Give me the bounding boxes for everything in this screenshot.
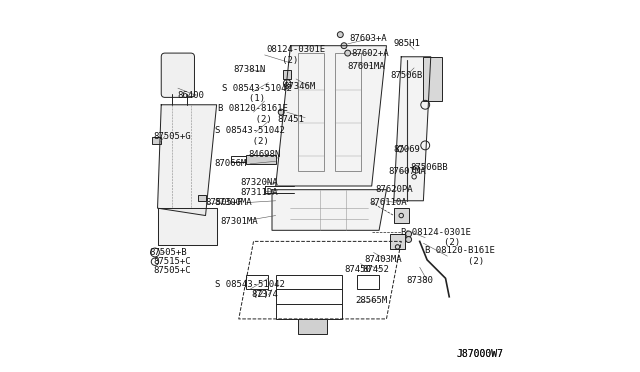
Text: 87380: 87380 [407,276,434,285]
Text: 87069: 87069 [394,145,420,154]
Bar [424,57,442,101]
Text: 87505+G: 87505+G [153,132,191,141]
Bar [394,208,408,223]
Text: 87300MA: 87300MA [215,198,252,207]
Text: B 08120-8161E
       (2): B 08120-8161E (2) [218,104,289,124]
Circle shape [337,32,343,38]
Text: 87505+C: 87505+C [153,266,191,275]
Bar [390,234,405,249]
Text: B 08120-B161E
        (2): B 08120-B161E (2) [425,247,495,266]
Circle shape [406,237,412,243]
FancyBboxPatch shape [161,53,195,97]
Bar [298,319,328,334]
Text: 87374: 87374 [252,291,278,299]
Text: 87450: 87450 [344,264,371,273]
Polygon shape [157,105,216,215]
Text: 87301MA: 87301MA [220,217,258,225]
Polygon shape [157,208,216,245]
Text: 87505+B: 87505+B [149,248,187,257]
Text: 87311DA: 87311DA [240,188,278,197]
Text: 84698N: 84698N [248,150,280,159]
Text: 87506BB: 87506BB [410,163,448,172]
Text: 876110A: 876110A [370,198,408,207]
Polygon shape [276,46,387,186]
Text: J87000W7: J87000W7 [456,349,504,359]
Text: 28565M: 28565M [355,296,387,305]
Text: 87602+A: 87602+A [351,49,389,58]
Polygon shape [272,190,387,230]
Circle shape [278,109,284,115]
Bar [198,195,206,201]
Text: B 08124-0301E
        (2): B 08124-0301E (2) [401,228,471,247]
Bar [335,53,360,171]
Circle shape [406,231,412,237]
Text: 87506B: 87506B [390,71,422,80]
Bar [246,275,268,289]
Text: 87607MA: 87607MA [388,167,426,176]
Text: 87603+A: 87603+A [349,34,387,43]
Text: S 08543-51042
       (2): S 08543-51042 (2) [215,280,285,299]
Text: 985H1: 985H1 [394,39,420,48]
Text: 87515+C: 87515+C [153,257,191,266]
Text: S 08543-51042
     (1): S 08543-51042 (1) [222,84,292,103]
Text: 08124-0301E
   (2): 08124-0301E (2) [266,45,326,65]
Circle shape [345,50,351,56]
Text: S 08543-51042
       (2): S 08543-51042 (2) [215,126,285,146]
Text: 87601MA: 87601MA [348,61,385,71]
Text: 86400: 86400 [178,91,205,100]
Bar [357,275,379,289]
Bar [232,157,246,162]
Bar [246,155,276,164]
Text: 87451: 87451 [278,115,305,124]
Bar [152,137,161,144]
Circle shape [341,43,347,49]
Text: 87346M: 87346M [283,82,316,91]
Bar [283,70,291,79]
Text: 87381N: 87381N [233,65,266,74]
Text: 87620PA: 87620PA [376,185,413,194]
Bar [298,53,324,171]
Text: 87505+F: 87505+F [205,198,243,207]
Text: 87066M: 87066M [215,159,247,169]
Text: 87320NA: 87320NA [241,178,278,187]
Bar [276,275,342,319]
Text: J87000W7: J87000W7 [456,349,504,359]
Text: 87452: 87452 [362,264,389,273]
Polygon shape [394,57,431,201]
Text: 87403MA: 87403MA [364,255,402,264]
